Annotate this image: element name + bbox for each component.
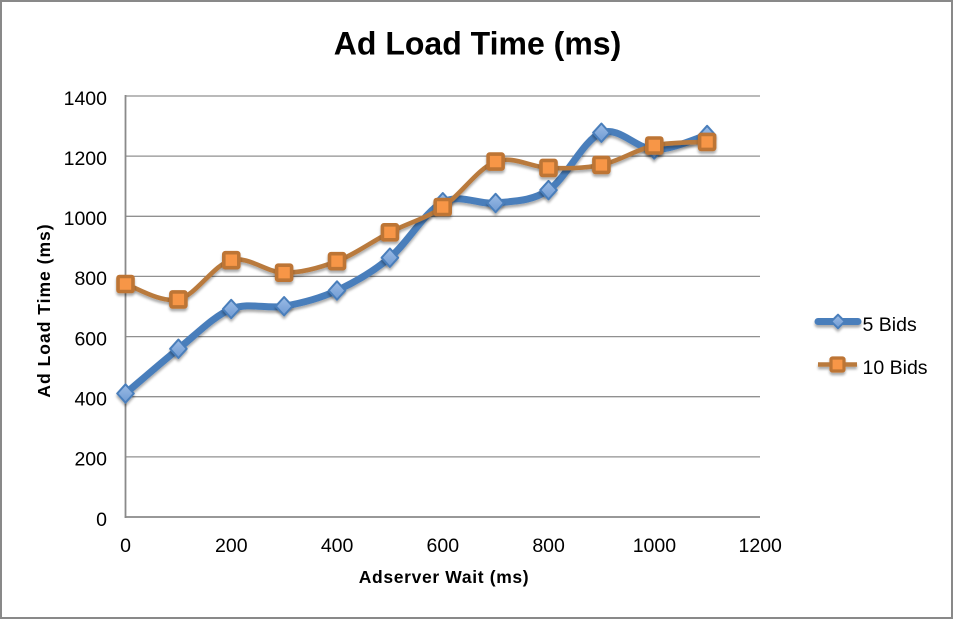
svg-text:600: 600 — [74, 328, 107, 350]
svg-text:1200: 1200 — [64, 148, 108, 170]
svg-text:5 Bids: 5 Bids — [863, 314, 917, 336]
svg-text:400: 400 — [321, 535, 354, 557]
svg-text:1000: 1000 — [633, 535, 677, 557]
svg-text:0: 0 — [96, 509, 107, 531]
svg-text:200: 200 — [74, 449, 107, 471]
svg-text:600: 600 — [427, 535, 460, 557]
svg-text:0: 0 — [120, 535, 131, 557]
svg-text:1000: 1000 — [64, 208, 108, 230]
svg-text:Adserver Wait (ms): Adserver Wait (ms) — [359, 567, 530, 587]
svg-text:800: 800 — [532, 535, 565, 557]
svg-text:1200: 1200 — [739, 535, 783, 557]
svg-text:Ad Load Time (ms): Ad Load Time (ms) — [334, 26, 621, 62]
svg-text:800: 800 — [74, 268, 107, 290]
svg-text:1400: 1400 — [64, 88, 108, 110]
svg-text:Ad Load Time (ms): Ad Load Time (ms) — [34, 223, 54, 397]
svg-text:400: 400 — [74, 389, 107, 411]
svg-text:10 Bids: 10 Bids — [863, 357, 928, 379]
svg-text:200: 200 — [215, 535, 248, 557]
